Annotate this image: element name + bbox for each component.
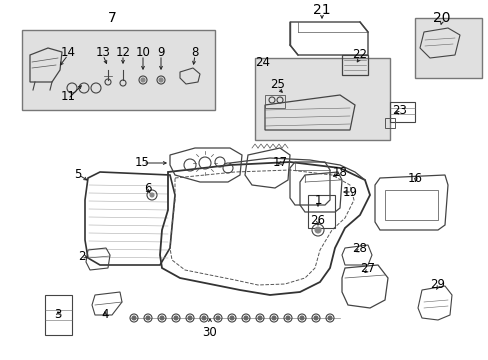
- Circle shape: [174, 316, 178, 320]
- Text: 11: 11: [61, 90, 75, 103]
- Circle shape: [202, 316, 205, 320]
- Text: 10: 10: [135, 45, 150, 58]
- Text: 24: 24: [255, 55, 270, 68]
- Text: 30: 30: [202, 325, 217, 338]
- Text: 18: 18: [332, 166, 347, 179]
- Text: 13: 13: [95, 45, 110, 58]
- Circle shape: [258, 316, 262, 320]
- Text: 19: 19: [342, 185, 357, 198]
- Text: 29: 29: [429, 279, 445, 292]
- Circle shape: [244, 316, 247, 320]
- Circle shape: [314, 227, 320, 233]
- Circle shape: [271, 316, 275, 320]
- Text: 27: 27: [360, 261, 375, 274]
- Text: 25: 25: [270, 78, 285, 91]
- Text: 4: 4: [101, 309, 108, 321]
- Bar: [254, 58, 389, 140]
- Circle shape: [132, 316, 136, 320]
- Text: 28: 28: [352, 242, 366, 255]
- Text: 7: 7: [107, 11, 116, 25]
- Text: 16: 16: [407, 171, 422, 184]
- Circle shape: [285, 316, 289, 320]
- Bar: [384, 190, 437, 220]
- Bar: [307, 195, 334, 228]
- Text: 1: 1: [314, 194, 321, 207]
- Text: 15: 15: [134, 157, 149, 170]
- Bar: [414, 18, 481, 78]
- Circle shape: [229, 316, 234, 320]
- Text: 3: 3: [54, 309, 61, 321]
- Bar: [22, 30, 215, 110]
- Text: 26: 26: [310, 213, 325, 226]
- Bar: [389, 102, 414, 122]
- Circle shape: [327, 316, 331, 320]
- Circle shape: [299, 316, 304, 320]
- Text: 8: 8: [191, 45, 198, 58]
- Circle shape: [159, 78, 163, 82]
- Text: 21: 21: [312, 3, 330, 17]
- Text: 23: 23: [392, 104, 407, 117]
- Circle shape: [146, 316, 150, 320]
- Circle shape: [313, 316, 317, 320]
- Circle shape: [216, 316, 220, 320]
- Text: 14: 14: [61, 45, 75, 58]
- Bar: [45, 295, 72, 335]
- Text: 20: 20: [432, 11, 450, 25]
- Circle shape: [187, 316, 192, 320]
- Text: 6: 6: [144, 181, 151, 194]
- Text: 22: 22: [352, 49, 367, 62]
- Text: 17: 17: [272, 157, 287, 170]
- Circle shape: [141, 78, 145, 82]
- Circle shape: [160, 316, 163, 320]
- Text: 9: 9: [157, 45, 164, 58]
- Text: 2: 2: [78, 249, 85, 262]
- Circle shape: [150, 193, 154, 197]
- Text: 12: 12: [115, 45, 130, 58]
- Bar: [264, 95, 285, 108]
- Text: 5: 5: [74, 168, 81, 181]
